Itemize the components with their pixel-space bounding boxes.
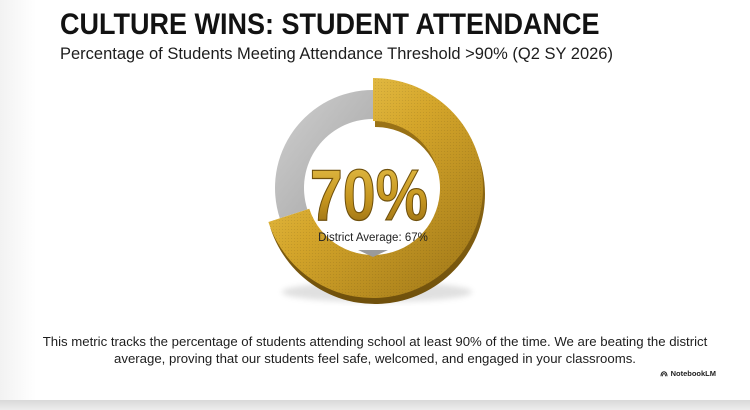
slide-caption: This metric tracks the percentage of stu… <box>42 334 708 366</box>
page-bottom-divider <box>0 400 750 410</box>
slide-title: CULTURE WINS: STUDENT ATTENDANCE <box>60 8 600 41</box>
district-average-label: District Average: 67% <box>318 232 428 244</box>
notebooklm-logo-icon <box>660 370 668 376</box>
slide: CULTURE WINS: STUDENT ATTENDANCE Percent… <box>0 0 750 400</box>
brand-label: NotebookLM <box>670 369 716 378</box>
slide-edge-shadow <box>0 0 36 400</box>
slide-subtitle: Percentage of Students Meeting Attendanc… <box>60 45 613 63</box>
donut-chart: 70% District Average: 67% <box>268 78 485 304</box>
down-arrow-icon <box>358 250 388 257</box>
center-percentage-label: 70% <box>310 154 428 235</box>
donut-slice-remaining <box>275 90 373 219</box>
notebooklm-brand: NotebookLM <box>660 369 716 378</box>
donut-slice-texture <box>268 78 483 298</box>
